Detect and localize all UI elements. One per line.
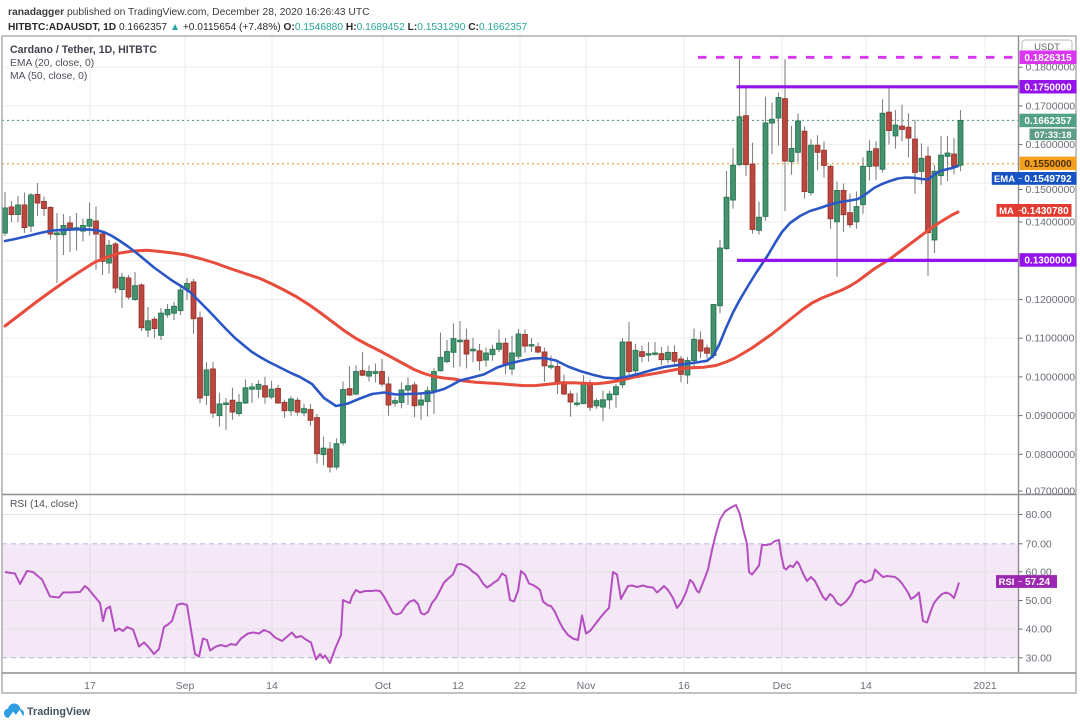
svg-text:HITBTC:ADAUSDT, 1D 0.1662357: HITBTC:ADAUSDT, 1D 0.1662357 ▲ +0.011565… (8, 22, 527, 33)
svg-text:0.0900000: 0.0900000 (1026, 410, 1076, 422)
svg-text:16: 16 (678, 680, 690, 692)
svg-text:Dec: Dec (773, 680, 792, 692)
svg-text:0.1550000: 0.1550000 (1024, 159, 1072, 170)
svg-text:0.1700000: 0.1700000 (1026, 100, 1076, 112)
svg-text:Sep: Sep (176, 680, 195, 692)
svg-text:0.1400000: 0.1400000 (1026, 217, 1076, 229)
svg-text:0.1826315: 0.1826315 (1024, 53, 1072, 64)
svg-text:70.00: 70.00 (1026, 538, 1052, 550)
svg-text:RSI (14, close): RSI (14, close) (10, 499, 78, 510)
svg-text:14: 14 (860, 680, 872, 692)
svg-text:0.1000000: 0.1000000 (1026, 371, 1076, 383)
svg-text:22: 22 (514, 680, 526, 692)
svg-text:80.00: 80.00 (1026, 509, 1052, 521)
svg-text:0.1300000: 0.1300000 (1024, 256, 1072, 267)
svg-text:0.1549792: 0.1549792 (1024, 174, 1072, 185)
svg-text:0.1750000: 0.1750000 (1024, 82, 1072, 93)
svg-text:0.0700000: 0.0700000 (1026, 486, 1076, 498)
svg-text:Cardano / Tether, 1D, HITBTC: Cardano / Tether, 1D, HITBTC (10, 44, 157, 56)
svg-text:12: 12 (452, 680, 464, 692)
svg-text:RSI: RSI (999, 577, 1015, 588)
svg-text:0.0800000: 0.0800000 (1026, 449, 1076, 461)
svg-text:0.1200000: 0.1200000 (1026, 294, 1076, 306)
svg-text:EMA: EMA (994, 174, 1015, 185)
svg-text:MA (50, close, 0): MA (50, close, 0) (10, 71, 87, 82)
svg-text:Nov: Nov (577, 680, 596, 692)
svg-text:0.1600000: 0.1600000 (1026, 139, 1076, 151)
svg-text:0.1500000: 0.1500000 (1026, 184, 1076, 196)
svg-text:0.1800000: 0.1800000 (1026, 62, 1076, 74)
svg-text:ranadagger published on Tradin: ranadagger published on TradingView.com,… (8, 7, 370, 18)
svg-text:TradingView: TradingView (27, 706, 91, 718)
svg-text:USDT: USDT (1034, 42, 1060, 53)
svg-text:07:33:18: 07:33:18 (1034, 130, 1071, 140)
svg-text:0.1100000: 0.1100000 (1026, 333, 1075, 345)
svg-text:Oct: Oct (375, 680, 391, 692)
svg-text:50.00: 50.00 (1026, 595, 1052, 607)
svg-text:0.1430780: 0.1430780 (1021, 206, 1069, 217)
svg-text:40.00: 40.00 (1026, 624, 1052, 636)
svg-text:0.1662357: 0.1662357 (1024, 116, 1072, 127)
svg-text:30.00: 30.00 (1026, 652, 1052, 664)
svg-text:MA: MA (999, 206, 1014, 217)
svg-text:2021: 2021 (973, 680, 997, 692)
svg-text:EMA (20, close, 0): EMA (20, close, 0) (10, 58, 94, 69)
svg-text:57.24: 57.24 (1025, 577, 1050, 588)
svg-text:14: 14 (266, 680, 278, 692)
svg-text:17: 17 (84, 680, 96, 692)
